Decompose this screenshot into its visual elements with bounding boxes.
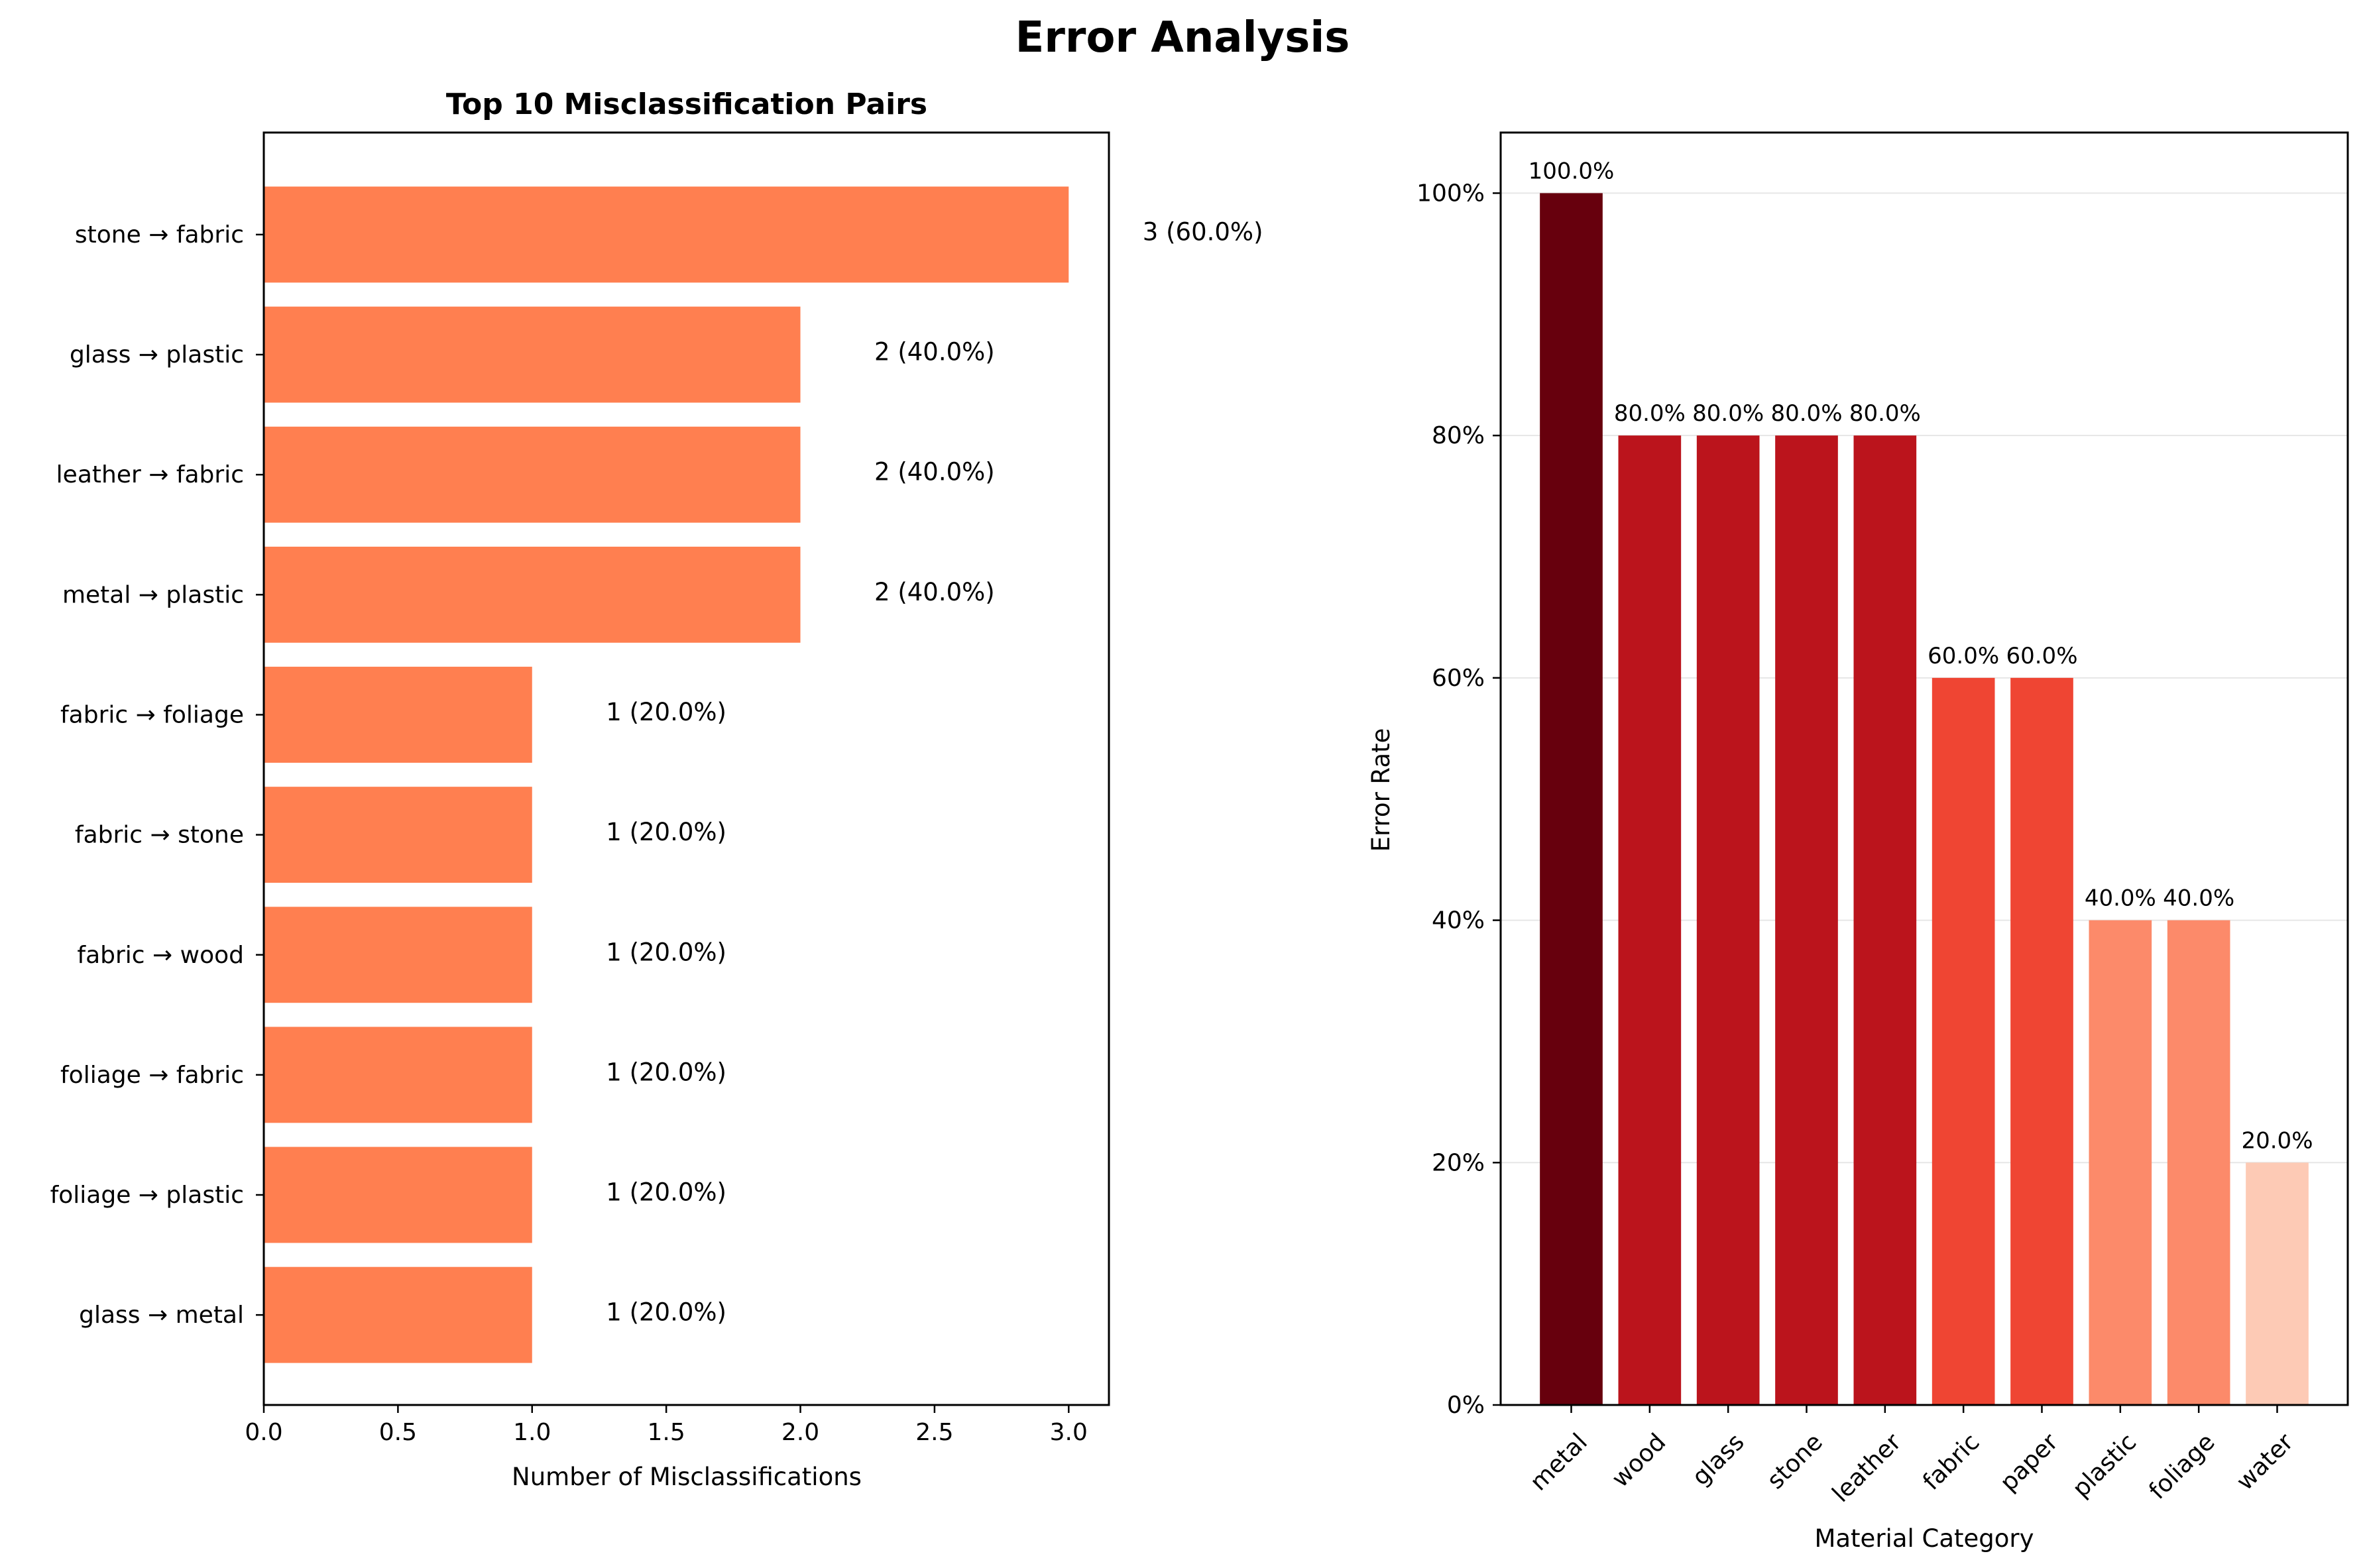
y-tick-label: 80%	[1432, 422, 1485, 449]
y-tick-label-fabric-foliage: fabric → foliage	[60, 701, 244, 728]
right-x-axis-label: Material Category	[1814, 1524, 2034, 1553]
data-label-foliage-plastic: 1 (20.0%)	[606, 1178, 726, 1207]
y-tick-label-fabric-stone: fabric → stone	[75, 822, 244, 849]
y-tick-label: 40%	[1432, 907, 1485, 934]
left-plot-frame	[262, 131, 1110, 1406]
data-label-fabric: 60.0%	[1928, 643, 1999, 669]
left-bars-group	[264, 186, 1069, 1363]
y-tick-label-fabric-wood: fabric → wood	[77, 942, 244, 969]
x-tick-label-foliage: foliage	[2144, 1428, 2221, 1504]
y-tick-label-foliage-plastic: foliage → plastic	[50, 1182, 244, 1209]
x-tick-label: 0.0	[245, 1419, 282, 1446]
data-label-stone: 80.0%	[1770, 400, 1842, 427]
x-tick-label-glass: glass	[1687, 1428, 1749, 1490]
x-tick-label: 2.0	[781, 1419, 819, 1446]
data-label-glass-plastic: 2 (40.0%)	[874, 338, 995, 366]
right-y-axis-label: Error Rate	[1367, 728, 1395, 852]
data-label-fabric-stone: 1 (20.0%)	[606, 818, 726, 846]
bar-fabric	[1932, 677, 1995, 1405]
y-tick-label-stone-fabric: stone → fabric	[75, 221, 244, 249]
y-tick-label: 100%	[1416, 180, 1485, 207]
bar-glass	[1696, 435, 1760, 1406]
data-label-glass: 80.0%	[1692, 400, 1764, 427]
bar-metal	[1540, 193, 1603, 1405]
bar-foliage-plastic	[264, 1147, 532, 1243]
bar-glass-plastic	[264, 306, 801, 403]
data-label-plastic: 40.0%	[2085, 885, 2156, 912]
x-tick-label: 1.0	[513, 1419, 551, 1446]
y-tick-label: 60%	[1432, 665, 1485, 692]
bar-metal-plastic	[264, 546, 801, 643]
right-plot-frame	[1499, 131, 2349, 1406]
misclassification-pairs-chart: Top 10 Misclassification Pairs 3 (60.0%)…	[50, 87, 1263, 1491]
x-tick-label: 2.5	[915, 1419, 953, 1446]
data-label-wood: 80.0%	[1614, 400, 1686, 427]
x-tick-label: 0.5	[379, 1419, 417, 1446]
left-x-axis-label: Number of Misclassifications	[512, 1463, 862, 1491]
data-label-paper: 60.0%	[2006, 643, 2077, 669]
bar-fabric-foliage	[264, 667, 532, 763]
right-bars-group	[1540, 193, 2309, 1406]
data-label-leather: 80.0%	[1849, 400, 1921, 427]
data-label-fabric-foliage: 1 (20.0%)	[606, 698, 726, 726]
left-data-labels-group: 3 (60.0%) 2 (40.0%) 2 (40.0%) 2 (40.0%) 1 (2…	[606, 217, 1263, 1326]
y-tick-label-leather-fabric: leather → fabric	[56, 461, 244, 488]
bar-glass-metal	[264, 1266, 532, 1363]
x-tick-label-stone: stone	[1762, 1428, 1828, 1494]
data-label-metal: 100.0%	[1529, 158, 1615, 184]
right-data-labels-group: 100.0%80.0% 80.0% 80.0% 80.0%60.0% 60.0%40.0…	[1529, 158, 2313, 1154]
bar-stone	[1775, 435, 1838, 1406]
x-tick-label-metal: metal	[1525, 1428, 1593, 1496]
bar-leather-fabric	[264, 426, 801, 523]
left-chart-title: Top 10 Misclassification Pairs	[446, 87, 927, 121]
bar-foliage-fabric	[264, 1027, 532, 1123]
bar-stone-fabric	[264, 186, 1069, 283]
right-y-ticks-group: 0% 20% 40% 60% 80% 100%	[1416, 180, 1501, 1419]
data-label-fabric-wood: 1 (20.0%)	[606, 938, 726, 966]
bar-water	[2246, 1162, 2309, 1405]
data-label-stone-fabric: 3 (60.0%)	[1143, 217, 1263, 246]
bar-fabric-stone	[264, 787, 532, 883]
x-tick-label-plastic: plastic	[2067, 1428, 2142, 1502]
y-tick-label-foliage-fabric: foliage → fabric	[60, 1062, 244, 1089]
data-label-foliage-fabric: 1 (20.0%)	[606, 1058, 726, 1086]
y-tick-label-metal-plastic: metal → plastic	[62, 581, 244, 608]
bar-wood	[1618, 435, 1682, 1406]
x-tick-label: 3.0	[1050, 1419, 1088, 1446]
left-x-ticks-group: 0.0 0.5 1.0 1.5 2.0 2.5 3.0	[245, 1405, 1088, 1446]
y-tick-label-glass-plastic: glass → plastic	[70, 341, 244, 368]
data-label-metal-plastic: 2 (40.0%)	[874, 578, 995, 606]
x-tick-label-fabric: fabric	[1918, 1428, 1985, 1495]
x-tick-label: 1.5	[648, 1419, 685, 1446]
bar-foliage	[2167, 920, 2230, 1405]
bar-fabric-wood	[264, 907, 532, 1003]
x-tick-label-water: water	[2231, 1428, 2299, 1496]
figure-title: Error Analysis	[1015, 13, 1350, 62]
data-label-glass-metal: 1 (20.0%)	[606, 1298, 726, 1327]
x-tick-label-wood: wood	[1607, 1428, 1671, 1492]
data-label-foliage: 40.0%	[2163, 885, 2234, 912]
data-label-water: 20.0%	[2241, 1127, 2313, 1154]
bar-leather	[1853, 435, 1917, 1406]
y-tick-label: 0%	[1447, 1392, 1485, 1419]
y-tick-label-glass-metal: glass → metal	[79, 1302, 244, 1329]
x-tick-label-paper: paper	[1995, 1428, 2063, 1496]
x-tick-label-leather: leather	[1827, 1428, 1907, 1508]
bar-paper	[2010, 677, 2073, 1405]
error-rate-chart: 100.0%80.0% 80.0% 80.0% 80.0%60.0% 60.0%40.0…	[1367, 131, 2349, 1553]
left-y-ticks-group: stone → fabric glass → plastic leather → f…	[50, 221, 264, 1329]
bar-plastic	[2089, 920, 2152, 1405]
data-label-leather-fabric: 2 (40.0%)	[874, 458, 995, 486]
y-tick-label: 20%	[1432, 1149, 1485, 1176]
